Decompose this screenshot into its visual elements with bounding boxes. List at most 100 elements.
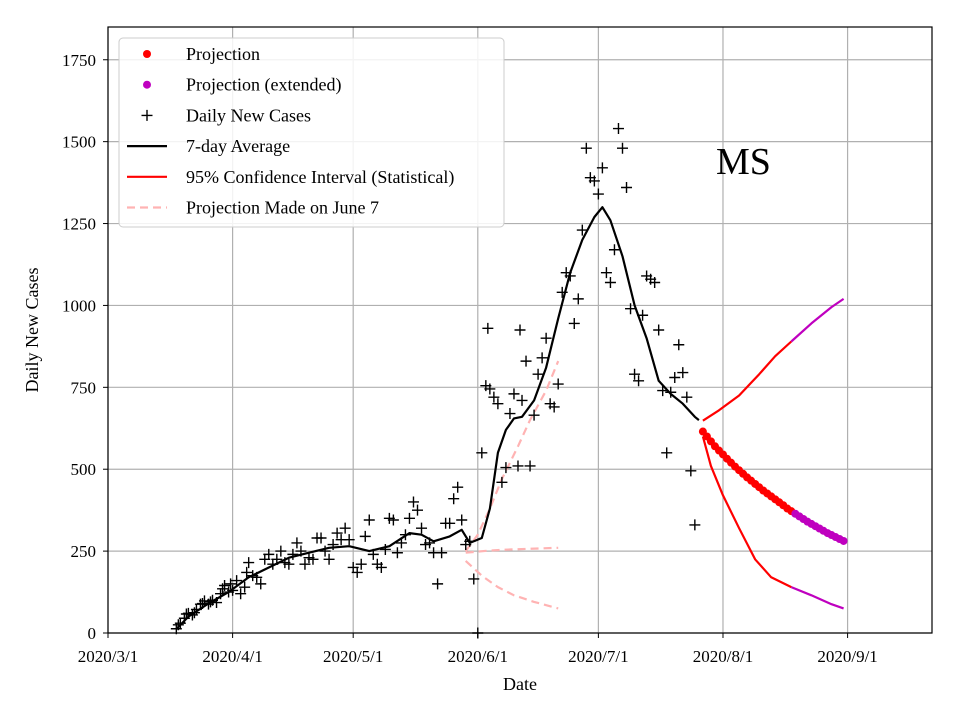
data-point <box>219 580 231 592</box>
data-point <box>239 581 251 593</box>
data-point <box>315 532 327 544</box>
legend-item: 7-day Average <box>127 136 290 156</box>
data-point <box>211 597 223 609</box>
legend-label: Projection (extended) <box>186 75 341 96</box>
series-projection-made-on-june-7-center <box>465 546 559 554</box>
data-point <box>552 378 564 390</box>
series-95-ci-upper <box>702 340 793 422</box>
legend-item: Projection <box>143 44 260 64</box>
data-point <box>629 368 641 380</box>
data-point <box>588 175 600 187</box>
series-line <box>790 297 845 343</box>
data-point <box>496 476 508 488</box>
data-point <box>633 375 645 387</box>
y-tick-label: 250 <box>71 542 97 561</box>
data-point <box>448 493 460 505</box>
data-point <box>488 391 500 403</box>
series-line <box>790 586 844 610</box>
legend-label: 95% Confidence Interval (Statistical) <box>186 167 454 188</box>
data-point <box>512 460 524 472</box>
y-tick-label: 1500 <box>62 133 96 152</box>
data-point <box>456 514 468 526</box>
data-point <box>520 355 532 367</box>
data-point <box>271 553 283 565</box>
x-tick-label: 2020/9/1 <box>817 647 877 666</box>
data-point <box>407 496 419 508</box>
legend-label: 7-day Average <box>186 136 290 156</box>
data-point <box>661 447 673 459</box>
legend-marker <box>143 80 151 89</box>
axes-frame <box>107 26 933 634</box>
data-point <box>524 460 536 472</box>
data-point <box>351 566 363 578</box>
series-daily-new-cases <box>170 123 701 639</box>
state-annotation: MS <box>716 141 771 183</box>
x-tick-label: 2020/8/1 <box>693 647 753 666</box>
data-point <box>363 514 375 526</box>
data-point <box>307 553 319 565</box>
legend-item: Daily New Cases <box>141 105 311 125</box>
data-point <box>580 142 592 154</box>
x-tick-label: 2020/4/1 <box>202 647 262 666</box>
data-point <box>514 324 526 336</box>
data-point <box>287 548 299 560</box>
data-point <box>225 578 237 590</box>
data-point <box>319 545 331 557</box>
data-point <box>681 391 693 403</box>
data-point <box>500 462 512 474</box>
series-line <box>464 560 559 610</box>
data-point <box>387 514 399 526</box>
legend-item: Projection (extended) <box>143 75 341 96</box>
data-point <box>395 537 407 549</box>
data-point <box>412 504 424 516</box>
data-point <box>484 383 496 395</box>
data-point <box>283 558 295 570</box>
data-point <box>608 244 620 256</box>
legend-label: Projection Made on June 7 <box>186 198 379 218</box>
data-point <box>331 527 343 539</box>
legend-item: Projection Made on June 7 <box>127 198 379 218</box>
data-point <box>359 530 371 542</box>
y-tick-label: 500 <box>71 460 97 479</box>
data-point <box>677 367 689 379</box>
y-tick-label: 1750 <box>62 51 96 70</box>
data-point <box>540 332 552 344</box>
data-point <box>536 352 548 364</box>
data-point <box>564 270 576 282</box>
y-tick-label: 1000 <box>62 296 96 315</box>
data-point <box>464 535 476 547</box>
data-point <box>548 401 560 413</box>
legend-marker <box>143 50 151 58</box>
data-point <box>416 522 428 534</box>
data-point <box>355 558 367 570</box>
series-95-ci-lower <box>701 436 792 589</box>
data-point <box>327 539 339 551</box>
data-point <box>323 553 335 565</box>
data-point <box>616 142 628 154</box>
x-tick-label: 2020/7/1 <box>568 647 628 666</box>
data-point <box>241 566 253 578</box>
data-point <box>568 317 580 329</box>
y-tick-label: 1250 <box>62 215 96 234</box>
data-point <box>556 286 568 298</box>
series-projection-extended <box>791 509 848 545</box>
data-point <box>657 385 669 397</box>
data-point <box>476 447 488 459</box>
legend-item: 95% Confidence Interval (Statistical) <box>127 167 454 188</box>
data-point <box>576 224 588 236</box>
data-point <box>665 386 677 398</box>
data-point <box>251 571 263 583</box>
data-point <box>532 368 544 380</box>
data-point <box>299 558 311 570</box>
data-point <box>649 277 661 289</box>
series-7-day-average <box>175 206 700 630</box>
data-point <box>295 545 307 557</box>
legend-label: Daily New Cases <box>186 105 311 125</box>
data-point <box>444 517 456 529</box>
data-point <box>263 548 275 560</box>
data-point <box>592 188 604 200</box>
data-point <box>186 609 198 621</box>
data-point <box>604 277 616 289</box>
